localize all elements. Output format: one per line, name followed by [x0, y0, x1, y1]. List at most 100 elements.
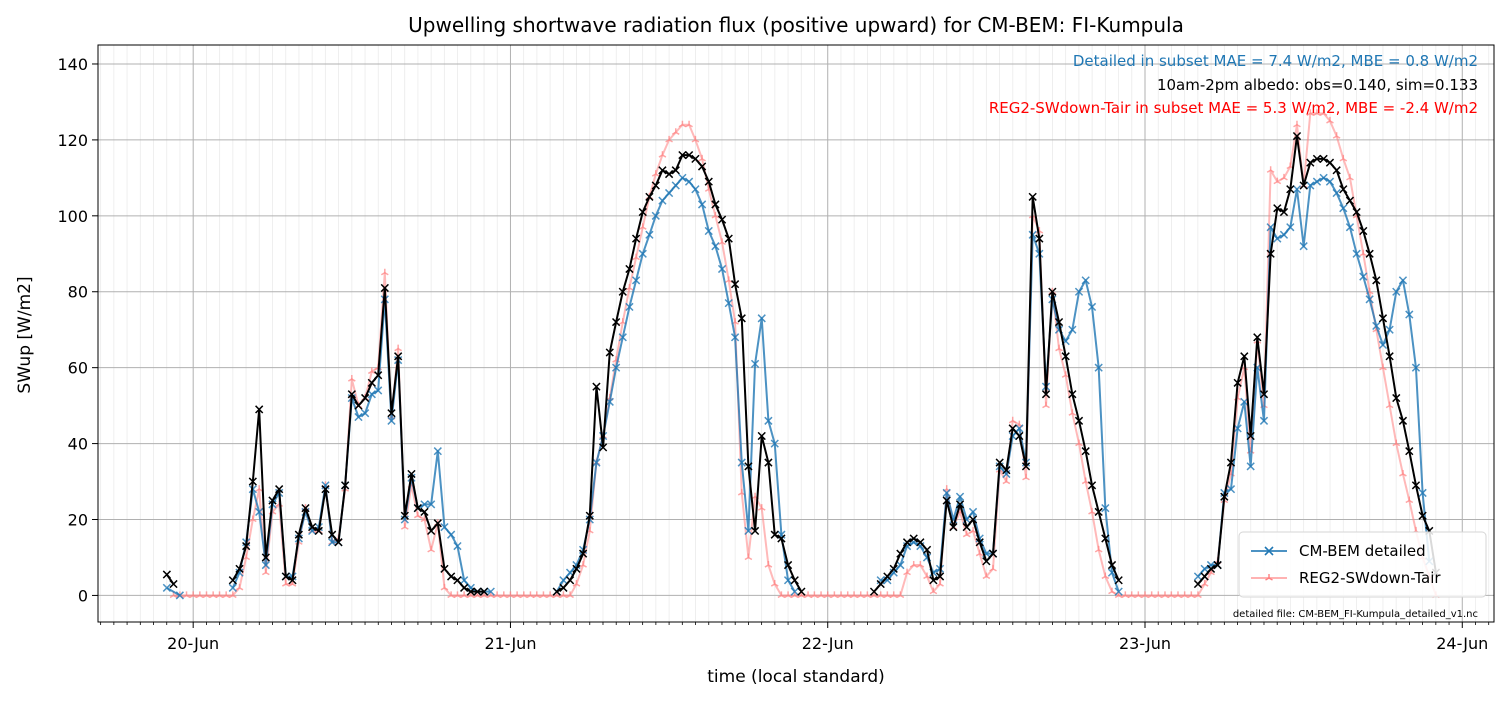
data-point-cm-bem — [1068, 325, 1077, 334]
data-point-reg2 — [1167, 591, 1176, 599]
data-point-cm-bem — [354, 412, 363, 422]
data-point-reg2 — [1108, 587, 1116, 595]
data-point-reference — [962, 522, 971, 532]
data-point-reference — [883, 572, 892, 581]
data-point-reg2 — [810, 591, 819, 599]
data-point-reg2 — [1200, 580, 1209, 587]
data-point-reference — [585, 511, 594, 520]
data-point-cm-bem — [367, 390, 376, 399]
data-point-reg2 — [1174, 591, 1182, 599]
data-point-reference — [942, 496, 951, 505]
data-point-reference — [1365, 249, 1374, 258]
series-line-reference — [556, 154, 803, 593]
x-tick-label: 20-Jun — [167, 634, 219, 653]
data-point-cm-bem — [1352, 249, 1361, 258]
data-point-cm-bem — [651, 211, 660, 220]
data-point-cm-bem — [638, 249, 647, 258]
data-point-reg2 — [876, 591, 885, 599]
data-point-reference — [1292, 131, 1302, 141]
data-point-reference — [400, 511, 409, 520]
data-point-reg2 — [1313, 109, 1321, 116]
data-point-reg2 — [671, 128, 680, 135]
data-point-reg2 — [1154, 591, 1163, 599]
data-point-reference — [1299, 181, 1308, 190]
data-point-reference — [572, 564, 581, 573]
data-point-reference — [341, 481, 350, 490]
data-point-cm-bem — [1345, 223, 1355, 232]
data-point-cm-bem — [968, 507, 978, 517]
data-point-reference — [671, 166, 680, 175]
x-tick-label: 23-Jun — [1119, 634, 1171, 653]
data-point-reg2 — [651, 170, 660, 177]
series-layer — [162, 109, 1441, 600]
data-point-reference — [678, 150, 687, 160]
data-point-reference — [922, 545, 932, 555]
data-point-cm-bem — [1233, 424, 1242, 433]
data-point-reference — [1345, 196, 1355, 205]
data-point-reference — [552, 587, 561, 596]
data-point-reference — [427, 526, 436, 536]
data-point-reg2 — [1180, 591, 1189, 599]
data-point-reg2 — [975, 549, 984, 557]
data-point-reference — [1220, 492, 1229, 501]
data-point-reference — [1286, 185, 1295, 194]
data-point-reference — [1411, 481, 1421, 490]
series-line-cm-bem — [1197, 176, 1431, 578]
data-point-reference — [889, 564, 898, 573]
data-point-reference — [618, 287, 627, 296]
data-point-cm-bem — [1226, 485, 1236, 494]
y-tick-label: 80 — [68, 283, 88, 302]
detailed-metrics-annotation: Detailed in subset MAE = 7.4 W/m2, MBE =… — [1073, 52, 1478, 70]
data-point-reference — [248, 477, 257, 486]
data-point-reg2 — [1088, 507, 1096, 515]
data-point-cm-bem — [486, 587, 495, 596]
data-point-reg2 — [1399, 469, 1407, 477]
data-point-cm-bem — [1398, 276, 1408, 285]
data-point-reg2 — [427, 545, 435, 553]
data-point-cm-bem — [896, 560, 905, 570]
data-point-reference — [651, 181, 660, 190]
data-point-cm-bem — [162, 583, 171, 592]
data-point-reference — [1206, 564, 1216, 573]
data-point-reg2 — [440, 583, 449, 591]
data-point-reference — [605, 348, 614, 357]
data-point-reference — [473, 587, 482, 596]
data-point-cm-bem — [1273, 234, 1282, 243]
data-point-reference — [275, 485, 284, 494]
data-point-reg2 — [513, 591, 521, 599]
data-point-cm-bem — [691, 185, 700, 194]
series-reference — [162, 131, 1441, 596]
data-point-reg2 — [1280, 173, 1288, 181]
data-point-cm-bem — [783, 576, 793, 585]
data-point-reg2 — [519, 591, 528, 599]
data-point-reg2 — [1405, 496, 1414, 504]
data-point-reference — [420, 507, 429, 517]
data-point-reference — [909, 534, 918, 543]
data-point-reg2 — [499, 591, 508, 599]
data-point-reg2 — [182, 591, 191, 599]
data-point-cm-bem — [1081, 276, 1090, 285]
data-point-reference — [916, 538, 925, 547]
data-point-cm-bem — [328, 538, 337, 547]
data-point-reference — [1002, 466, 1011, 475]
data-point-reference — [724, 234, 733, 243]
data-point-reference — [235, 564, 244, 573]
data-point-cm-bem — [1240, 397, 1249, 406]
data-point-reference — [625, 264, 634, 274]
data-point-reference — [711, 200, 720, 209]
data-point-reference — [1405, 447, 1414, 456]
data-point-reference — [294, 530, 303, 539]
data-point-reg2 — [1042, 401, 1050, 409]
data-point-reg2 — [830, 591, 839, 599]
data-point-cm-bem — [717, 264, 727, 274]
data-point-cm-bem — [420, 500, 429, 509]
data-point-reg2 — [189, 591, 198, 599]
data-point-reference — [764, 458, 773, 467]
data-point-reg2 — [989, 564, 997, 572]
data-point-cm-bem — [1193, 572, 1203, 581]
data-point-reg2 — [228, 591, 237, 599]
data-point-reg2 — [261, 568, 270, 576]
data-point-reference — [896, 549, 905, 558]
y-tick-label: 0 — [78, 586, 88, 605]
data-point-cm-bem — [1299, 242, 1308, 251]
